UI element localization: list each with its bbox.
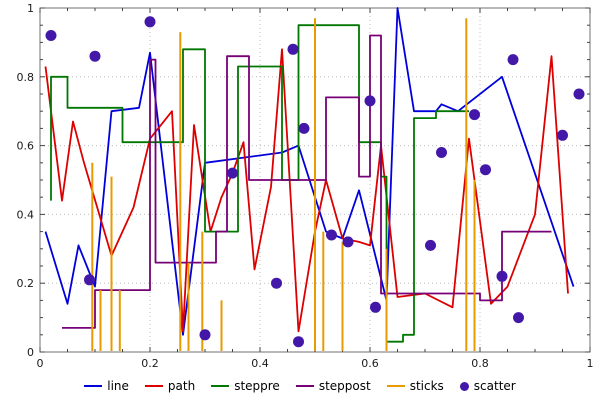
legend-line-icon <box>386 385 405 387</box>
y-tick-label: 0.4 <box>17 208 35 221</box>
scatter-point <box>496 270 508 282</box>
scatter-point <box>199 329 211 341</box>
plot-canvas: 0 0.2 0.4 0.6 0.8 1 0 0.2 0.4 0.6 0.8 1 <box>17 2 594 370</box>
scatter-point <box>507 54 519 66</box>
scatter-point <box>425 239 436 251</box>
scatter-point <box>84 274 95 286</box>
legend-line-icon <box>84 385 103 387</box>
legend-item-scatter: scatter <box>459 379 516 393</box>
legend-label: steppost <box>318 379 371 393</box>
x-tick-label: 0.2 <box>141 357 159 370</box>
x-tick-label: 0.6 <box>361 357 379 370</box>
scatter-point <box>573 88 585 100</box>
legend-item-path: path <box>144 379 196 393</box>
scatter-point <box>45 30 57 41</box>
x-tick-label: 0 <box>37 357 44 370</box>
scatter-point <box>227 167 238 179</box>
scatter-point <box>326 229 337 241</box>
scatter-point <box>370 301 381 313</box>
scatter-point <box>557 129 568 141</box>
legend-item-line: line <box>84 379 129 393</box>
x-tick-label: 0.4 <box>251 357 269 370</box>
y-tick-label: 0.6 <box>17 140 35 153</box>
legend-line-icon <box>295 385 314 387</box>
legend-item-sticks: sticks <box>386 379 444 393</box>
scatter-point <box>293 336 304 348</box>
x-tick-label: 1 <box>587 357 594 370</box>
legend-dot-icon <box>459 381 469 391</box>
legend-label: scatter <box>473 379 516 393</box>
legend-line-icon <box>211 385 230 387</box>
scatter-point <box>469 109 480 121</box>
scatter-point <box>436 147 447 158</box>
legend-item-steppre: steppre <box>211 379 280 393</box>
series-path <box>44 48 569 333</box>
series-line <box>44 7 575 336</box>
legend: line path steppre steppost sticks scatter <box>0 372 600 400</box>
series-steppost <box>62 34 552 329</box>
scatter-point <box>342 236 354 248</box>
scatter-point <box>298 122 310 134</box>
y-tick-label: 0.8 <box>17 71 35 84</box>
scatter-point <box>513 312 524 324</box>
scatter-point <box>480 164 491 176</box>
scatter-point <box>364 95 376 107</box>
scatter-point <box>287 43 299 55</box>
y-tick-label: 0 <box>27 346 34 359</box>
scatter-point <box>89 50 101 62</box>
legend-label: line <box>107 379 129 393</box>
y-tick-label: 0.2 <box>17 277 35 290</box>
x-tick-label: 0.8 <box>471 357 489 370</box>
y-tick-label: 1 <box>27 2 34 15</box>
legend-label: steppre <box>234 379 280 393</box>
scatter-point <box>144 16 156 28</box>
legend-label: path <box>167 379 196 393</box>
legend-line-icon <box>144 385 163 387</box>
legend-item-steppost: steppost <box>295 379 371 393</box>
scatter-point <box>271 277 282 289</box>
legend-label: sticks <box>409 379 444 393</box>
